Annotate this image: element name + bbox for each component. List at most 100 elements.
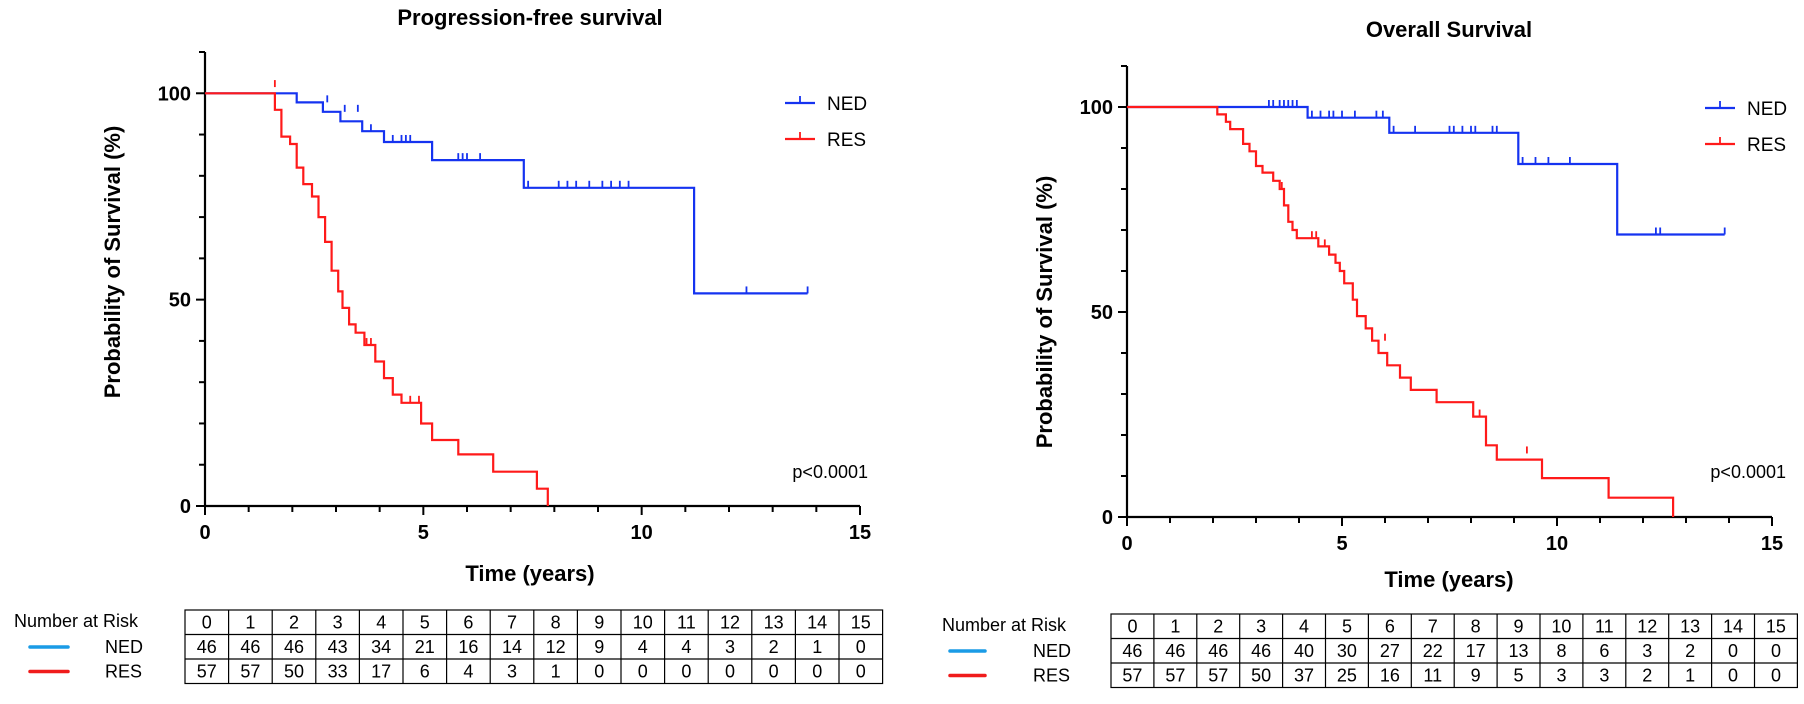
os-x-tick-label: 0 — [1121, 533, 1132, 555]
os-risk-table-cell: 22 — [1423, 641, 1443, 661]
os-risk-table-header-cell: 12 — [1637, 617, 1657, 637]
pfs-legend-label-res: RES — [827, 130, 866, 151]
os-chart-title: Overall Survival — [1366, 17, 1532, 42]
os-risk-table-cell: 13 — [1509, 641, 1529, 661]
pfs-risk-table-header-cell: 14 — [807, 613, 827, 633]
pfs-risk-table-cell: 0 — [594, 662, 604, 682]
os-risk-table-header-cell: 13 — [1680, 617, 1700, 637]
os-risk-table-header-cell: 15 — [1766, 617, 1786, 637]
pfs-risk-table-cell: 16 — [458, 637, 478, 657]
pfs-risk-table-cell: 57 — [197, 662, 217, 682]
pfs-x-tick-label: 15 — [849, 522, 871, 544]
os-risk-table-header-cell: 7 — [1428, 617, 1438, 637]
pfs-risk-table-cell: 0 — [638, 662, 648, 682]
os-risk-table-cell: 16 — [1380, 666, 1400, 686]
pfs-risk-table-header-cell: 1 — [245, 613, 255, 633]
os-risk-table-cell: 5 — [1514, 666, 1524, 686]
pfs-risk-table-header-cell: 4 — [376, 613, 386, 633]
pfs-risk-table-header-cell: 5 — [420, 613, 430, 633]
os-risk-table-cell: 46 — [1165, 641, 1185, 661]
pfs-risk-table-cell: 21 — [415, 637, 435, 657]
os-risk-table-cell: 46 — [1122, 641, 1142, 661]
pfs-risk-table-header-cell: 8 — [551, 613, 561, 633]
pfs-risk-table-header-cell: 6 — [463, 613, 473, 633]
os-p-value: p<0.0001 — [1710, 462, 1786, 482]
pfs-y-axis-title: Probability of Survival (%) — [100, 126, 125, 399]
os-risk-table-cell: 50 — [1251, 666, 1271, 686]
os-legend-label-res: RES — [1747, 135, 1786, 156]
os-risk-table-cell: 2 — [1642, 666, 1652, 686]
os-risk-table-header-cell: 8 — [1471, 617, 1481, 637]
pfs-risk-table-cell: 33 — [328, 662, 348, 682]
os-risk-table-cell: 8 — [1556, 641, 1566, 661]
pfs-risk-table-cell: 17 — [371, 662, 391, 682]
os-risk-table-header-cell: 11 — [1595, 617, 1614, 637]
os-risk-table-cell: 0 — [1728, 666, 1738, 686]
os-risk-table-header-cell: 3 — [1256, 617, 1266, 637]
pfs-risk-row-label-ned: NED — [105, 637, 143, 657]
os-risk-row-label-ned: NED — [1033, 641, 1071, 661]
os-risk-table-header-cell: 0 — [1127, 617, 1137, 637]
pfs-risk-table-cell: 3 — [507, 662, 517, 682]
os-series-ned — [1127, 105, 1725, 236]
pfs-risk-table-header-cell: 15 — [851, 613, 871, 633]
os-risk-table-cell: 46 — [1251, 641, 1271, 661]
pfs-y-tick-label: 0 — [180, 496, 191, 518]
os-risk-table-cell: 27 — [1380, 641, 1400, 661]
os-risk-table-cell: 57 — [1122, 666, 1142, 686]
os-risk-table-cell: 0 — [1771, 666, 1781, 686]
pfs-risk-table-cell: 34 — [371, 637, 391, 657]
os-risk-table-cell: 1 — [1685, 666, 1695, 686]
os-risk-table-cell: 9 — [1471, 666, 1481, 686]
pfs-risk-table-cell: 50 — [284, 662, 304, 682]
pfs-risk-table-header-cell: 9 — [594, 613, 604, 633]
os-risk-table-header-cell: 14 — [1723, 617, 1743, 637]
os-risk-table-header-cell: 10 — [1551, 617, 1571, 637]
os-y-axis-title: Probability of Survival (%) — [1032, 176, 1057, 449]
os-y-tick-label: 50 — [1091, 302, 1113, 324]
pfs-risk-table-cell: 0 — [856, 662, 866, 682]
os-risk-table-cell: 0 — [1771, 641, 1781, 661]
pfs-risk-table-header-cell: 7 — [507, 613, 517, 633]
os-risk-table-cell: 3 — [1599, 666, 1609, 686]
os-risk-table-header-cell: 1 — [1170, 617, 1180, 637]
pfs-risk-table-cell: 0 — [725, 662, 735, 682]
pfs-x-tick-label: 5 — [418, 522, 429, 544]
os-risk-table-header-cell: 4 — [1299, 617, 1309, 637]
pfs-x-tick-label: 10 — [631, 522, 653, 544]
pfs-series-ned — [205, 92, 808, 295]
pfs-risk-table-cell: 46 — [284, 637, 304, 657]
pfs-risk-table-cell: 1 — [551, 662, 561, 682]
pfs-p-value: p<0.0001 — [792, 462, 868, 482]
os-risk-table-cell: 40 — [1294, 641, 1314, 661]
os-risk-table-header-cell: 5 — [1342, 617, 1352, 637]
pfs-y-tick-label: 100 — [158, 83, 191, 105]
pfs-risk-table-header-cell: 13 — [764, 613, 784, 633]
pfs-risk-table-header-cell: 12 — [720, 613, 740, 633]
pfs-risk-table-cell: 0 — [812, 662, 822, 682]
os-risk-table-cell: 11 — [1423, 666, 1442, 686]
os-risk-table-header-cell: 9 — [1514, 617, 1524, 637]
os-risk-table-cell: 30 — [1337, 641, 1357, 661]
pfs-risk-table-cell: 6 — [420, 662, 430, 682]
pfs-risk-table-title: Number at Risk — [14, 611, 139, 631]
pfs-risk-table-cell: 4 — [681, 637, 691, 657]
pfs-risk-table-cell: 14 — [502, 637, 522, 657]
pfs-chart-title: Progression-free survival — [397, 5, 662, 30]
os-risk-table-title: Number at Risk — [942, 615, 1067, 635]
pfs-risk-table-cell: 3 — [725, 637, 735, 657]
pfs-risk-table-cell: 46 — [240, 637, 260, 657]
os-y-tick-label: 100 — [1080, 97, 1113, 119]
os-risk-table-cell: 25 — [1337, 666, 1357, 686]
pfs-x-tick-label: 0 — [199, 522, 210, 544]
pfs-legend-label-ned: NED — [827, 94, 867, 115]
pfs-risk-table-cell: 9 — [594, 637, 604, 657]
os-risk-table-cell: 37 — [1294, 666, 1314, 686]
pfs-risk-table-header-cell: 10 — [633, 613, 653, 633]
pfs-risk-table-header-cell: 3 — [333, 613, 343, 633]
os-x-tick-label: 15 — [1761, 533, 1783, 555]
pfs-risk-table-cell: 0 — [769, 662, 779, 682]
os-risk-table-cell: 46 — [1208, 641, 1228, 661]
os-risk-table-cell: 57 — [1165, 666, 1185, 686]
